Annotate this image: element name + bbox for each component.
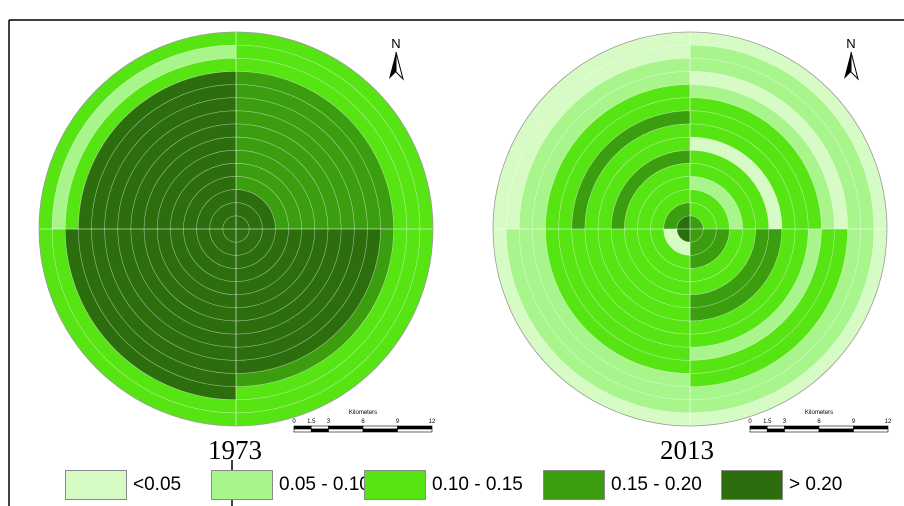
- scale-segment: [328, 428, 364, 433]
- legend-item-010-015: 0.10 - 0.15: [364, 468, 523, 502]
- scale-bar: Kilometers 0 1.5 3 6 9 12: [748, 410, 892, 433]
- north-arrow-icon: N: [389, 36, 404, 81]
- legend-item-gt-020: > 0.20: [721, 468, 842, 502]
- scale-segment: [749, 425, 768, 430]
- legend-swatch: [211, 470, 273, 500]
- north-arrow-right: [850, 51, 859, 81]
- legend-label: <0.05: [133, 474, 182, 495]
- scale-tick-label: 6: [817, 419, 821, 425]
- scale-tick-label: 1.5: [763, 419, 772, 425]
- scale-segment: [766, 425, 785, 430]
- legend-item-lt-005: <0.05: [65, 468, 181, 502]
- map-outline: [38, 31, 434, 427]
- radial-map-2013: [492, 31, 888, 427]
- scale-segment: [853, 425, 889, 430]
- scale-tick-label: 12: [429, 419, 436, 425]
- map-outline: [492, 31, 888, 427]
- scale-unit-label: Kilometers: [805, 410, 833, 416]
- scale-segment: [749, 428, 768, 433]
- scale-tick-label: 6: [361, 419, 365, 425]
- legend-swatch: [364, 470, 426, 500]
- map-year-label-1973: 1973: [208, 435, 262, 465]
- legend-swatch: [65, 470, 127, 500]
- scale-bar: Kilometers 0 1.5 3 6 9 12: [292, 410, 436, 433]
- scale-segment: [818, 425, 854, 430]
- scale-tick-label: 3: [783, 419, 787, 425]
- scale-segment: [853, 428, 889, 433]
- scale-segment: [397, 428, 433, 433]
- scale-tick-label: 0: [748, 419, 752, 425]
- scale-tick-label: 9: [852, 419, 856, 425]
- north-arrow-left: [389, 52, 396, 79]
- legend-label: > 0.20: [789, 474, 843, 495]
- scale-tick-label: 12: [885, 419, 892, 425]
- scale-segment: [362, 425, 398, 430]
- scale-segment: [397, 425, 433, 430]
- legend-swatch: [543, 470, 605, 500]
- map-year-label-2013: 2013: [660, 435, 714, 465]
- scale-segment: [362, 428, 398, 433]
- north-arrow-left: [844, 52, 851, 79]
- legend-label: 0.10 - 0.15: [432, 474, 523, 495]
- scale-segment: [328, 425, 364, 430]
- scale-tick-label: 9: [396, 419, 400, 425]
- legend-swatch: [721, 470, 783, 500]
- north-label: N: [391, 36, 400, 51]
- scale-tick-label: 3: [327, 419, 331, 425]
- legend-label: 0.15 - 0.20: [611, 474, 702, 495]
- scale-segment: [310, 425, 329, 430]
- scale-segment: [784, 428, 820, 433]
- scale-segment: [818, 428, 854, 433]
- scale-segment: [310, 428, 329, 433]
- scale-tick-label: 0: [292, 419, 296, 425]
- north-arrow-icon: N: [844, 36, 859, 81]
- legend-item-005-010: 0.05 - 0.10: [211, 468, 370, 502]
- scale-tick-label: 1.5: [307, 419, 316, 425]
- north-label: N: [846, 36, 855, 51]
- legend-item-015-020: 0.15 - 0.20: [543, 468, 702, 502]
- scale-segment: [293, 425, 312, 430]
- north-arrow-right: [395, 51, 404, 81]
- scale-unit-label: Kilometers: [349, 410, 377, 416]
- scale-segment: [293, 428, 312, 433]
- scale-segment: [766, 428, 785, 433]
- scale-segment: [784, 425, 820, 430]
- legend-label: 0.05 - 0.10: [279, 474, 370, 495]
- radial-map-1973: [38, 31, 434, 427]
